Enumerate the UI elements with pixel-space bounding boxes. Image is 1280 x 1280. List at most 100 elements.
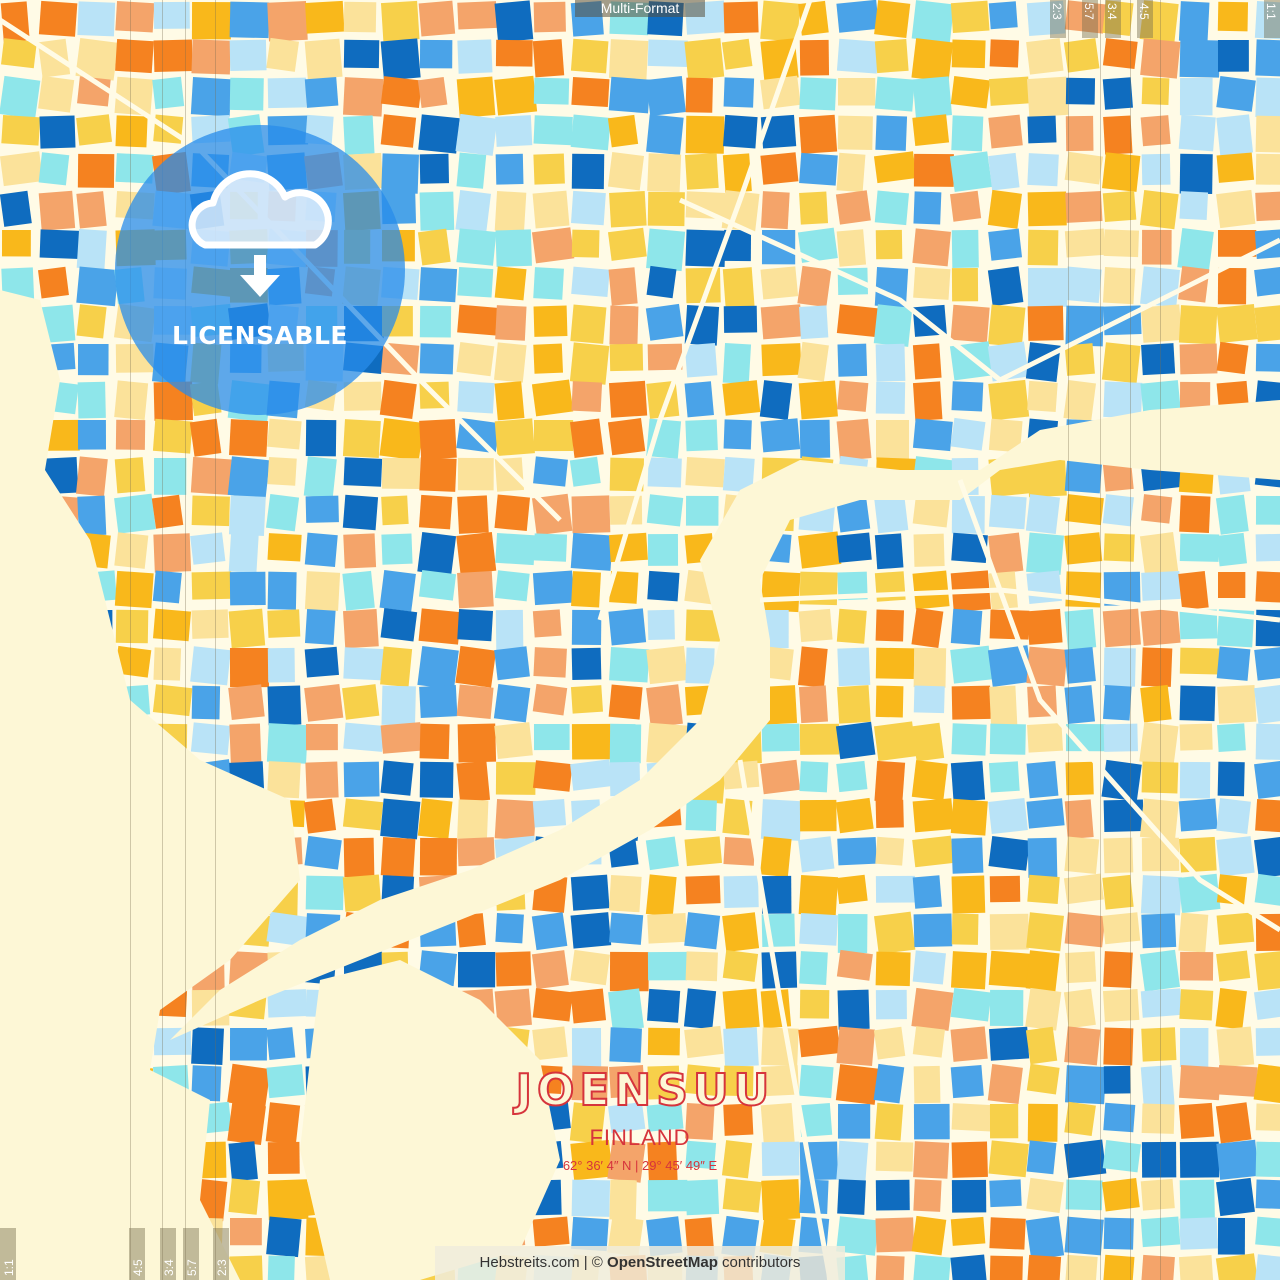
city-block [1026,760,1059,799]
city-block [1064,266,1102,304]
city-block [571,1216,609,1252]
city-block [532,798,567,828]
city-block [1216,189,1256,229]
city-block [191,1065,222,1102]
city-block [1140,38,1181,79]
city-block [1178,1102,1215,1139]
city-block [875,419,910,460]
city-block [1253,1063,1280,1104]
city-block [494,722,533,760]
city-block [267,418,302,450]
city-block [266,1064,305,1099]
city-block [1255,495,1280,525]
city-block [267,533,302,562]
city-block [531,912,568,951]
city-block [647,988,681,1023]
site-link[interactable]: Hebstreits.com [479,1254,580,1271]
city-block [229,1255,264,1280]
city-block [799,913,839,946]
city-block [761,875,792,914]
city-block [1,38,37,69]
osm-link[interactable]: OpenStreetMap [607,1254,718,1271]
city-block [533,305,568,337]
city-block [267,647,295,683]
city-block [647,533,679,566]
city-block [266,37,300,72]
city-block [1103,1217,1134,1250]
city-block [1141,913,1177,949]
ratio-label: 3:4 [162,1259,176,1276]
city-block [1027,305,1064,341]
city-block [646,684,683,728]
city-block [419,153,450,184]
city-block [191,39,231,75]
city-block [227,456,270,499]
city-title: JOENSUU [515,1064,775,1117]
city-block [228,1178,261,1215]
city-block [647,951,688,981]
ratio-tag: 3:4 [160,1228,176,1280]
city-block [1065,1179,1103,1211]
city-block [1102,1254,1135,1280]
city-block [1027,723,1064,753]
city-block [191,495,230,527]
city-block [1140,1064,1175,1107]
city-block [1139,190,1179,230]
ratio-tag: 2:3 [1050,0,1066,38]
city-block [988,114,1023,149]
city-block [1064,1101,1096,1137]
city-block [874,190,910,226]
city-block [873,151,917,184]
city-block [190,722,231,756]
city-block [723,1065,754,1097]
city-block [1177,227,1214,272]
city-block [571,229,600,258]
city-block [911,38,954,82]
city-block [1102,608,1141,648]
city-block [875,989,907,1020]
city-block [1179,609,1218,640]
city-block [836,380,869,412]
city-block [38,152,70,186]
city-block [533,343,564,374]
city-block [761,1179,801,1221]
city-block [645,836,679,871]
city-block [1064,912,1106,948]
title-block: JOENSUU FINLAND 62° 36′ 4″ N | 29° 45′ 4… [515,1064,775,1175]
city-block [267,1179,309,1221]
city-block [495,913,524,944]
city-block [723,1103,754,1136]
ratio-label: 3:4 [1105,3,1119,20]
city-block [722,343,752,385]
city-block [685,1179,720,1216]
city-block [721,38,753,70]
city-block [571,571,601,608]
coordinates: 62° 36′ 4″ N | 29° 45′ 49″ E [562,1158,718,1173]
city-block [1026,1140,1057,1175]
city-block [495,533,536,566]
city-block [457,723,497,763]
city-block [191,685,221,720]
city-block [267,77,307,109]
city-block [494,494,531,532]
city-block [685,951,718,982]
city-block [798,685,829,724]
city-block [875,1179,910,1211]
city-block [608,684,643,720]
city-block [494,191,527,233]
city-block [229,77,264,111]
city-block [1103,799,1144,832]
city-block [419,837,457,876]
city-block [761,723,800,752]
city-block [494,0,534,43]
city-block [305,0,345,34]
city-block [229,647,269,688]
licensable-badge[interactable]: LICENSABLE [115,125,405,415]
city-block [951,381,984,412]
city-block [0,75,41,119]
city-block [608,39,649,80]
city-block [1179,1217,1218,1250]
city-block [1103,1065,1131,1094]
city-block [761,951,798,989]
city-block [759,380,793,420]
